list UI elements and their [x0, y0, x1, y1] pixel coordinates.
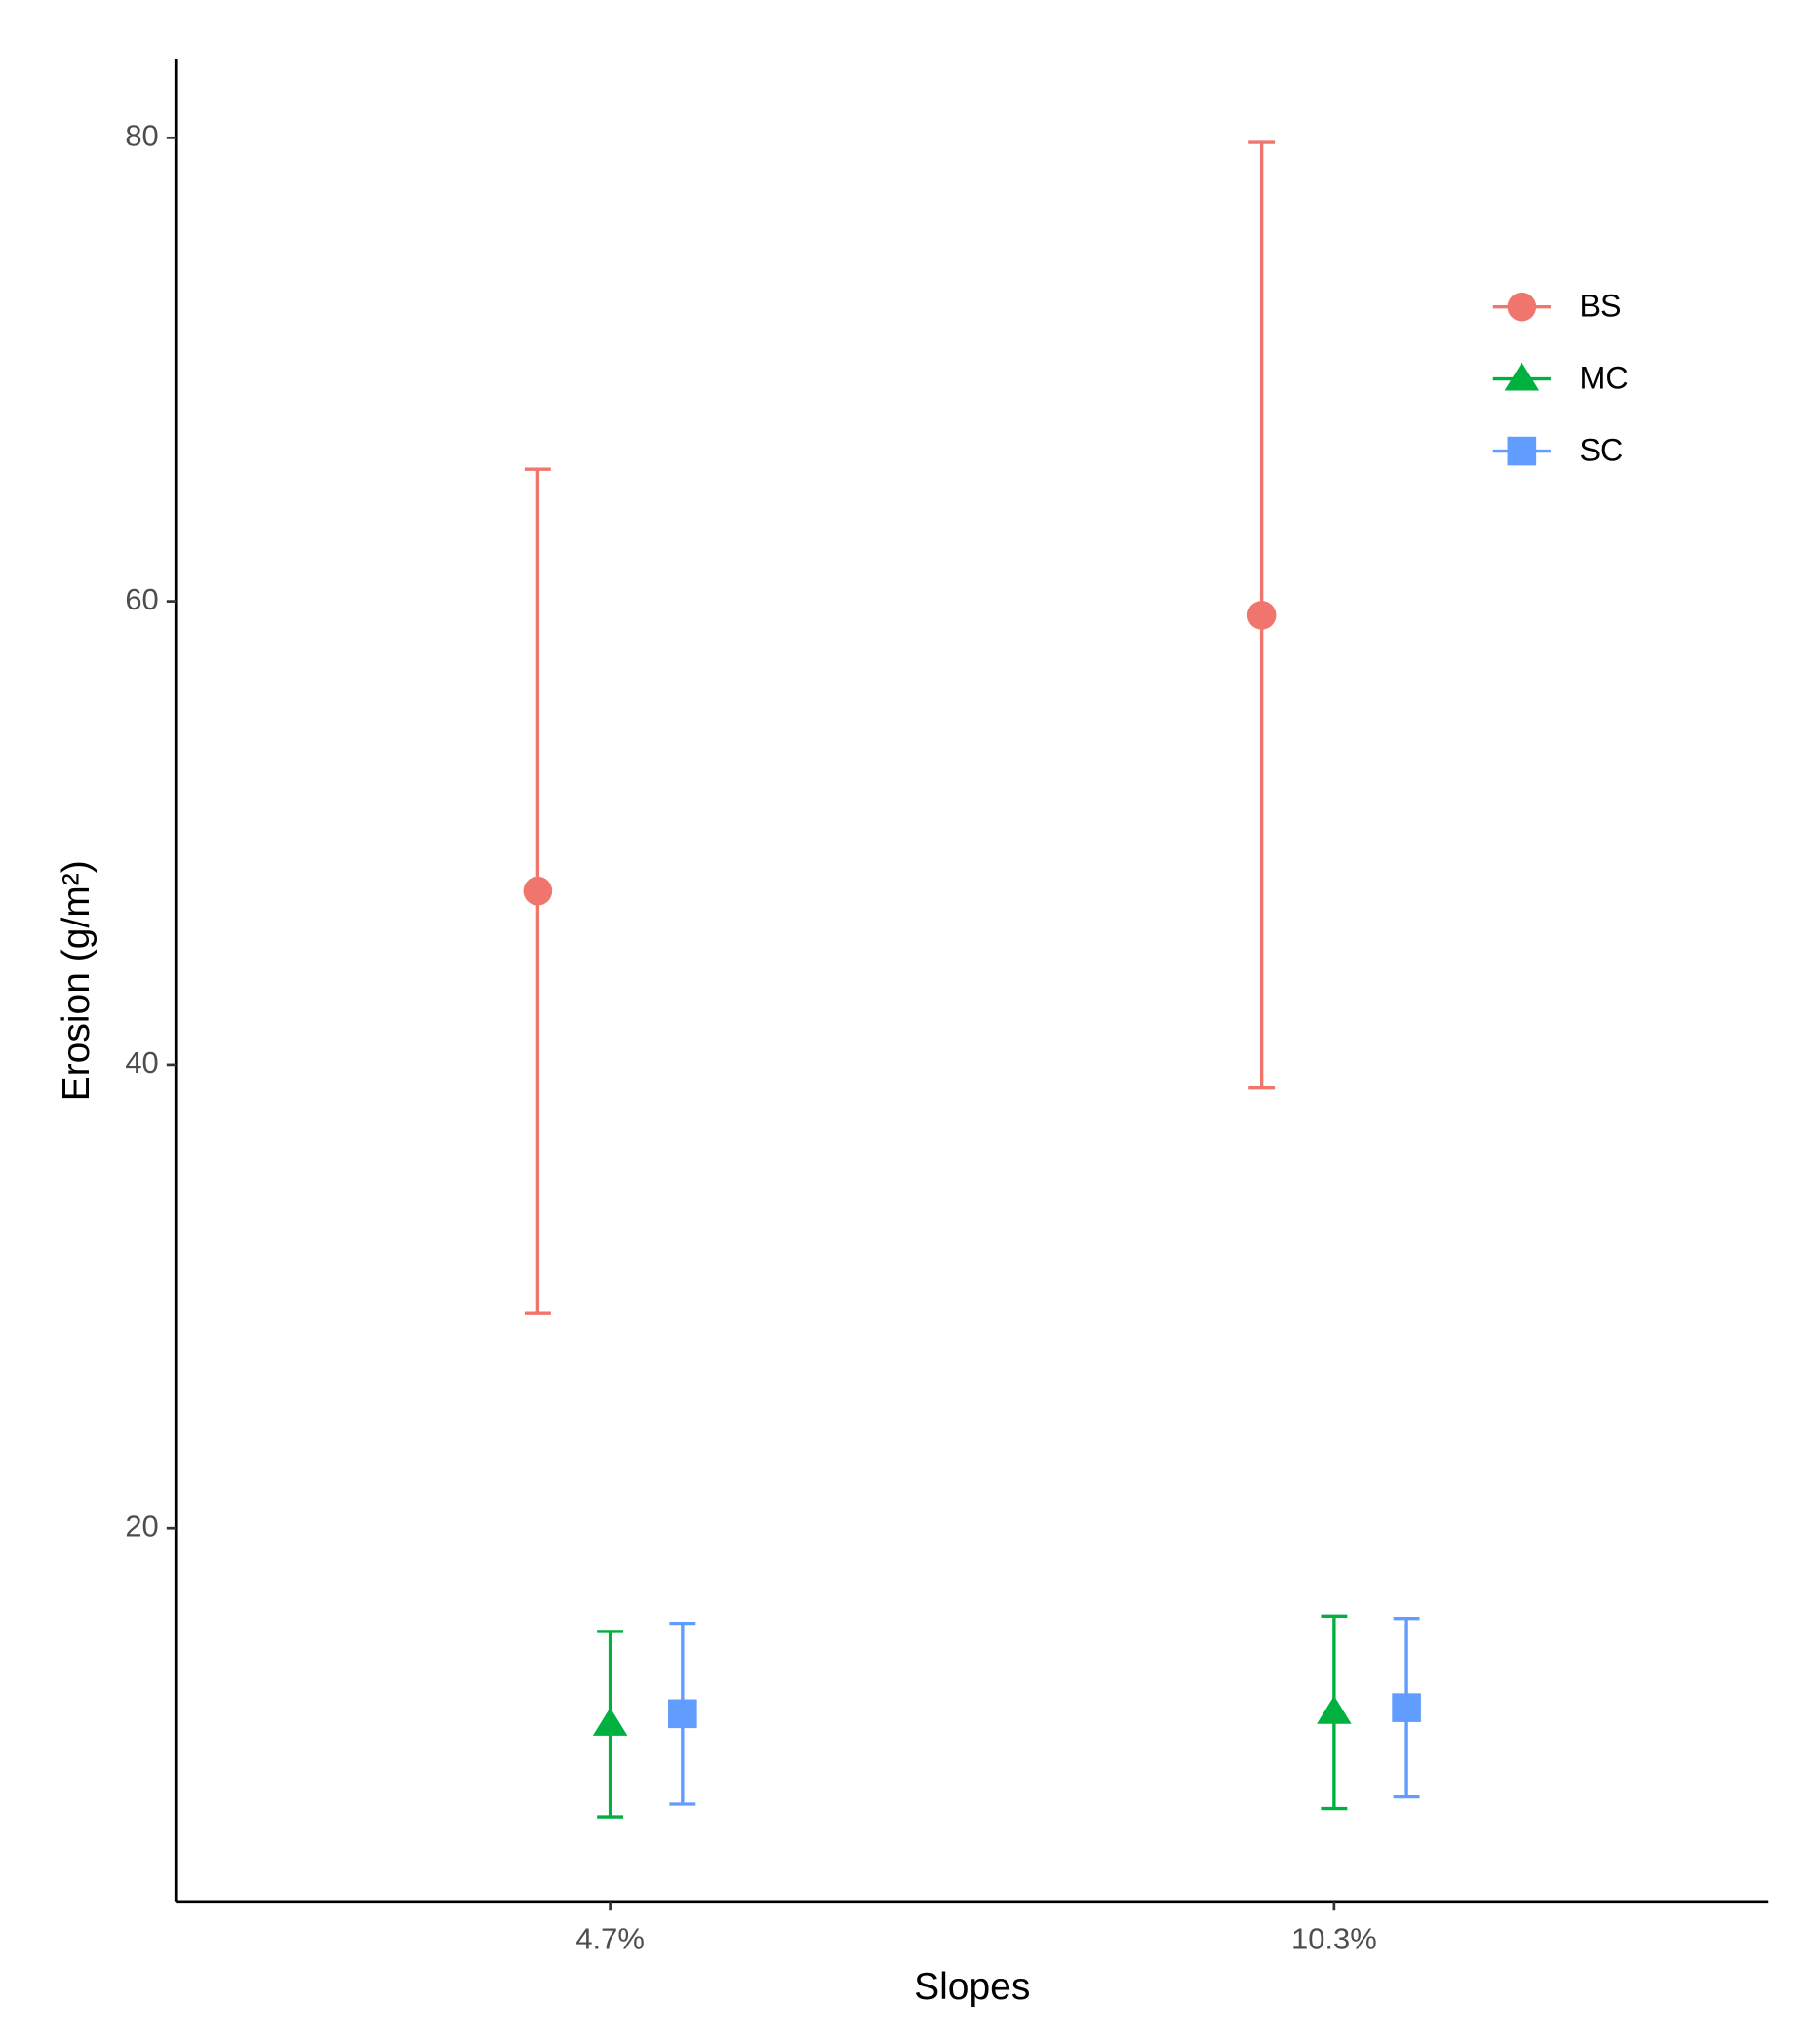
y-tick-label: 40 — [125, 1045, 158, 1080]
x-tick-label: 4.7% — [575, 1921, 644, 1955]
legend-label: SC — [1580, 432, 1624, 467]
point — [668, 1699, 697, 1729]
point — [592, 1707, 628, 1736]
legend-key-marker — [1507, 436, 1537, 466]
legend-label: MC — [1580, 360, 1629, 395]
point — [523, 876, 553, 906]
x-axis-title: Slopes — [914, 1966, 1030, 2008]
x-tick-label: 10.3% — [1291, 1921, 1377, 1955]
legend-label: BS — [1580, 289, 1622, 324]
y-axis-title: Erosion (g/m²) — [56, 860, 98, 1101]
y-tick-label: 60 — [125, 582, 158, 616]
y-tick-label: 80 — [125, 118, 158, 152]
point — [1246, 601, 1277, 630]
y-tick-label: 20 — [125, 1509, 158, 1543]
point — [1317, 1695, 1352, 1724]
legend-key-marker — [1504, 362, 1540, 391]
point — [1392, 1693, 1421, 1722]
legend-key-marker — [1507, 292, 1537, 322]
